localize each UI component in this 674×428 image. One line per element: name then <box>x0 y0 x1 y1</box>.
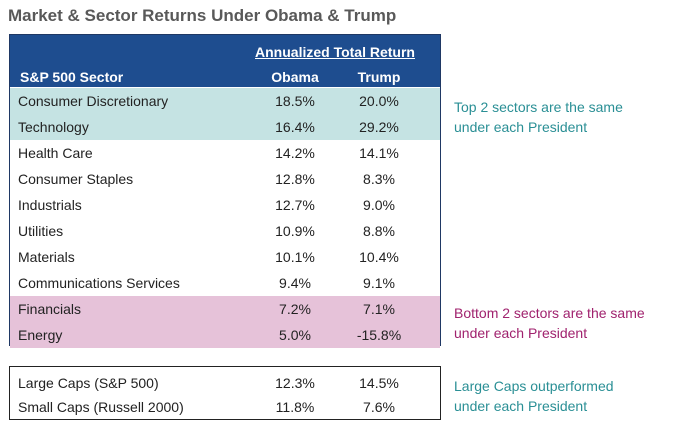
note-caps: Large Caps outperformed under each Presi… <box>454 376 614 416</box>
note-top-line-2: under each President <box>454 119 588 135</box>
table-row: Technology 16.4% 29.2% <box>10 114 440 140</box>
sector-name-cell: Utilities <box>18 223 64 239</box>
table-row: Industrials 12.7% 9.0% <box>10 192 440 218</box>
table-row: Small Caps (Russell 2000) 11.8% 7.6% <box>10 394 440 420</box>
sector-returns-table: Annualized Total Return S&P 500 Sector O… <box>9 34 441 348</box>
table-row: Health Care 14.2% 14.1% <box>10 140 440 166</box>
note-caps-line-2: under each President <box>454 398 588 414</box>
trump-return-cell: 7.6% <box>363 399 395 415</box>
table-row: Financials 7.2% 7.1% <box>10 296 440 322</box>
trump-return-cell: 7.1% <box>363 301 395 317</box>
obama-return-cell: 11.8% <box>275 399 315 415</box>
obama-return-cell: 18.5% <box>275 93 315 109</box>
sector-name-cell: Consumer Staples <box>18 171 134 187</box>
caps-returns-table: Large Caps (S&P 500) 12.3% 14.5% Small Caps… <box>9 366 441 420</box>
note-bottom-line-2: under each President <box>454 325 588 341</box>
table-row: Utilities 10.9% 8.8% <box>10 218 440 244</box>
trump-return-cell: -15.8% <box>356 327 402 343</box>
trump-column-header: Trump <box>357 69 401 85</box>
sector-name-cell: Large Caps (S&P 500) <box>18 375 159 391</box>
trump-return-cell: 9.1% <box>363 275 395 291</box>
trump-return-cell: 10.4% <box>359 249 399 265</box>
annualized-return-header: Annualized Total Return <box>255 44 415 60</box>
page-title: Market & Sector Returns Under Obama & Tr… <box>8 6 397 25</box>
obama-return-cell: 12.8% <box>275 171 315 187</box>
table-row: Materials 10.1% 10.4% <box>10 244 440 270</box>
trump-return-cell: 20.0% <box>359 93 399 109</box>
note-top-sectors: Top 2 sectors are the same under each Pr… <box>454 97 623 137</box>
obama-column-header: Obama <box>271 69 319 85</box>
note-bottom-sectors: Bottom 2 sectors are the same under each… <box>454 303 645 343</box>
sector-name-cell: Communications Services <box>18 275 180 291</box>
table-row: Energy 5.0% -15.8% <box>10 322 440 348</box>
table-header: Annualized Total Return S&P 500 Sector O… <box>10 35 440 87</box>
sector-name-cell: Financials <box>18 301 82 317</box>
sector-name-cell: Energy <box>18 327 63 343</box>
obama-return-cell: 16.4% <box>275 119 315 135</box>
sector-name-cell: Small Caps (Russell 2000) <box>18 399 184 415</box>
table-row: Large Caps (S&P 500) 12.3% 14.5% <box>10 370 440 396</box>
sector-column-header: S&P 500 Sector <box>20 69 124 85</box>
sector-name-cell: Consumer Discretionary <box>18 93 169 109</box>
obama-return-cell: 12.3% <box>275 375 315 391</box>
trump-return-cell: 14.1% <box>359 145 399 161</box>
note-top-line-1: Top 2 sectors are the same <box>454 99 623 115</box>
trump-return-cell: 8.3% <box>363 171 395 187</box>
obama-return-cell: 10.1% <box>275 249 315 265</box>
sector-name-cell: Technology <box>18 119 89 135</box>
note-bottom-line-1: Bottom 2 sectors are the same <box>454 305 645 321</box>
sector-name-cell: Industrials <box>18 197 82 213</box>
obama-return-cell: 9.4% <box>279 275 311 291</box>
table-row: Consumer Staples 12.8% 8.3% <box>10 166 440 192</box>
sector-name-cell: Materials <box>18 249 75 265</box>
obama-return-cell: 7.2% <box>279 301 311 317</box>
obama-return-cell: 14.2% <box>275 145 315 161</box>
trump-return-cell: 9.0% <box>363 197 395 213</box>
table-row: Consumer Discretionary 18.5% 20.0% <box>10 88 440 114</box>
obama-return-cell: 5.0% <box>279 327 311 343</box>
table-row: Communications Services 9.4% 9.1% <box>10 270 440 296</box>
obama-return-cell: 12.7% <box>275 197 315 213</box>
note-caps-line-1: Large Caps outperformed <box>454 378 614 394</box>
trump-return-cell: 14.5% <box>359 375 399 391</box>
trump-return-cell: 29.2% <box>359 119 399 135</box>
obama-return-cell: 10.9% <box>275 223 315 239</box>
sector-name-cell: Health Care <box>18 145 93 161</box>
trump-return-cell: 8.8% <box>363 223 395 239</box>
